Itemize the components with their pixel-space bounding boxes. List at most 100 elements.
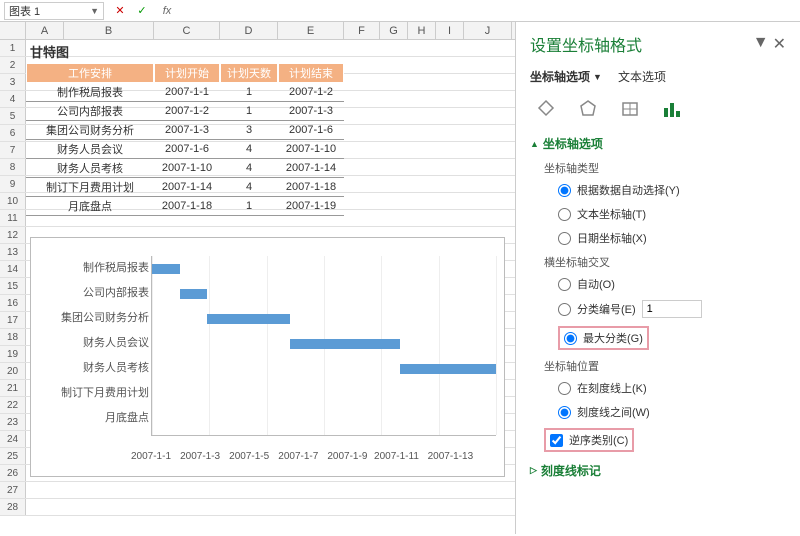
radio-axis-text[interactable]: 文本坐标轴(T)	[558, 206, 786, 222]
table-cell: 2007-1-2	[154, 102, 220, 121]
row-header[interactable]: 2	[0, 57, 26, 73]
row-header[interactable]: 26	[0, 465, 26, 481]
name-box[interactable]: 图表 1 ▼	[4, 2, 104, 20]
chart-icon[interactable]	[660, 97, 684, 121]
row-header[interactable]: 9	[0, 176, 26, 192]
chart-y-label: 公司内部报表	[39, 281, 149, 306]
row-header[interactable]: 25	[0, 448, 26, 464]
row-header[interactable]: 15	[0, 278, 26, 294]
tab-axis-options[interactable]: 坐标轴选项▼	[530, 68, 602, 85]
radio-cross-max[interactable]: 最大分类(G)	[558, 326, 786, 350]
category-number-input[interactable]	[642, 300, 702, 318]
row-header[interactable]: 6	[0, 125, 26, 141]
col-header[interactable]: J	[464, 22, 512, 39]
select-all-corner[interactable]	[0, 22, 26, 39]
position-label: 坐标轴位置	[530, 358, 786, 374]
table-cell: 月底盘点	[26, 197, 154, 216]
table-cell: 2007-1-6	[278, 121, 344, 140]
table-cell: 4	[220, 159, 278, 178]
panel-icon-row	[530, 97, 786, 121]
col-header[interactable]: E	[278, 22, 344, 39]
row-header[interactable]: 17	[0, 312, 26, 328]
row-header[interactable]: 27	[0, 482, 26, 498]
table-cell: 制作税局报表	[26, 83, 154, 102]
chart-x-label: 2007-1-7	[278, 451, 318, 462]
col-header[interactable]: F	[344, 22, 380, 39]
chart-y-label: 财务人员考核	[39, 356, 149, 381]
table-cell: 2007-1-14	[154, 178, 220, 197]
table-cell: 2007-1-18	[154, 197, 220, 216]
panel-close-icon[interactable]: ✕	[773, 34, 786, 54]
table-cell: 1	[220, 102, 278, 121]
row-header[interactable]: 18	[0, 329, 26, 345]
cancel-icon[interactable]: ✕	[110, 2, 130, 20]
radio-axis-auto[interactable]: 根据数据自动选择(Y)	[558, 182, 786, 198]
confirm-icon[interactable]: ✓	[132, 2, 152, 20]
table-cell: 财务人员考核	[26, 159, 154, 178]
fill-icon[interactable]	[534, 97, 558, 121]
section-axis-head[interactable]: ▲坐标轴选项	[530, 135, 786, 152]
column-headers: ABCDEFGHIJ	[0, 22, 515, 40]
gantt-bar	[290, 339, 400, 349]
table-cell: 公司内部报表	[26, 102, 154, 121]
format-axis-panel: 设置坐标轴格式 ▼ ✕ 坐标轴选项▼ 文本选项 ▲坐标轴选项 坐标轴类型 根据数	[516, 22, 800, 534]
chart-y-label: 集团公司财务分析	[39, 306, 149, 331]
chart-x-label: 2007-1-1	[131, 451, 171, 462]
table-cell: 1	[220, 83, 278, 102]
row-header[interactable]: 14	[0, 261, 26, 277]
col-header[interactable]: C	[154, 22, 220, 39]
row-header[interactable]: 7	[0, 142, 26, 158]
radio-cross-auto[interactable]: 自动(O)	[558, 276, 786, 292]
row-header[interactable]: 8	[0, 159, 26, 175]
row-header[interactable]: 13	[0, 244, 26, 260]
radio-pos-ontick[interactable]: 在刻度线上(K)	[558, 380, 786, 396]
row-header[interactable]: 3	[0, 74, 26, 90]
radio-pos-between[interactable]: 刻度线之间(W)	[558, 404, 786, 420]
col-header[interactable]: B	[64, 22, 154, 39]
radio-cross-category[interactable]: 分类编号(E)	[558, 300, 786, 318]
effects-icon[interactable]	[576, 97, 600, 121]
spreadsheet-area: ABCDEFGHIJ 12345678910111213141516171819…	[0, 22, 516, 534]
row-header[interactable]: 10	[0, 193, 26, 209]
gantt-bar	[152, 264, 180, 274]
tab-text-options[interactable]: 文本选项	[618, 68, 666, 85]
row-header[interactable]: 21	[0, 380, 26, 396]
row-header[interactable]: 11	[0, 210, 26, 226]
table-cell: 制订下月费用计划	[26, 178, 154, 197]
chart-y-label: 月底盘点	[39, 406, 149, 431]
chart-x-label: 2007-1-5	[229, 451, 269, 462]
panel-title: 设置坐标轴格式 ▼ ✕	[530, 32, 786, 56]
chart-x-label: 2007-1-11	[374, 451, 419, 462]
fx-icon[interactable]: fx	[154, 2, 174, 20]
col-header[interactable]: I	[436, 22, 464, 39]
formula-bar: 图表 1 ▼ ✕ ✓ fx	[0, 0, 800, 22]
row-header[interactable]: 24	[0, 431, 26, 447]
row-header[interactable]: 23	[0, 414, 26, 430]
row-header[interactable]: 12	[0, 227, 26, 243]
row-header[interactable]: 5	[0, 108, 26, 124]
gantt-chart[interactable]: 制作税局报表公司内部报表集团公司财务分析财务人员会议财务人员考核制订下月费用计划…	[30, 237, 505, 477]
col-header[interactable]: A	[26, 22, 64, 39]
table-header: 计划结束	[278, 63, 344, 83]
col-header[interactable]: H	[408, 22, 436, 39]
table-cell: 2007-1-19	[278, 197, 344, 216]
radio-axis-date[interactable]: 日期坐标轴(X)	[558, 230, 786, 246]
section-tick-head[interactable]: ▷刻度线标记	[530, 462, 786, 479]
row-header[interactable]: 19	[0, 346, 26, 362]
col-header[interactable]: D	[220, 22, 278, 39]
row-header[interactable]: 1	[0, 40, 26, 56]
dropdown-icon: ▼	[90, 6, 99, 16]
col-header[interactable]: G	[380, 22, 408, 39]
row-header[interactable]: 20	[0, 363, 26, 379]
size-icon[interactable]	[618, 97, 642, 121]
row-header[interactable]: 16	[0, 295, 26, 311]
row-header[interactable]: 4	[0, 91, 26, 107]
check-reverse[interactable]: 逆序类别(C)	[530, 428, 786, 452]
table-header: 计划天数	[220, 63, 278, 83]
chart-x-label: 2007-1-3	[180, 451, 220, 462]
row-header[interactable]: 22	[0, 397, 26, 413]
row-header[interactable]: 28	[0, 499, 26, 515]
table-cell: 2007-1-6	[154, 140, 220, 159]
panel-tabs: 坐标轴选项▼ 文本选项	[530, 68, 786, 85]
panel-dropdown-icon[interactable]: ▼	[753, 34, 769, 54]
